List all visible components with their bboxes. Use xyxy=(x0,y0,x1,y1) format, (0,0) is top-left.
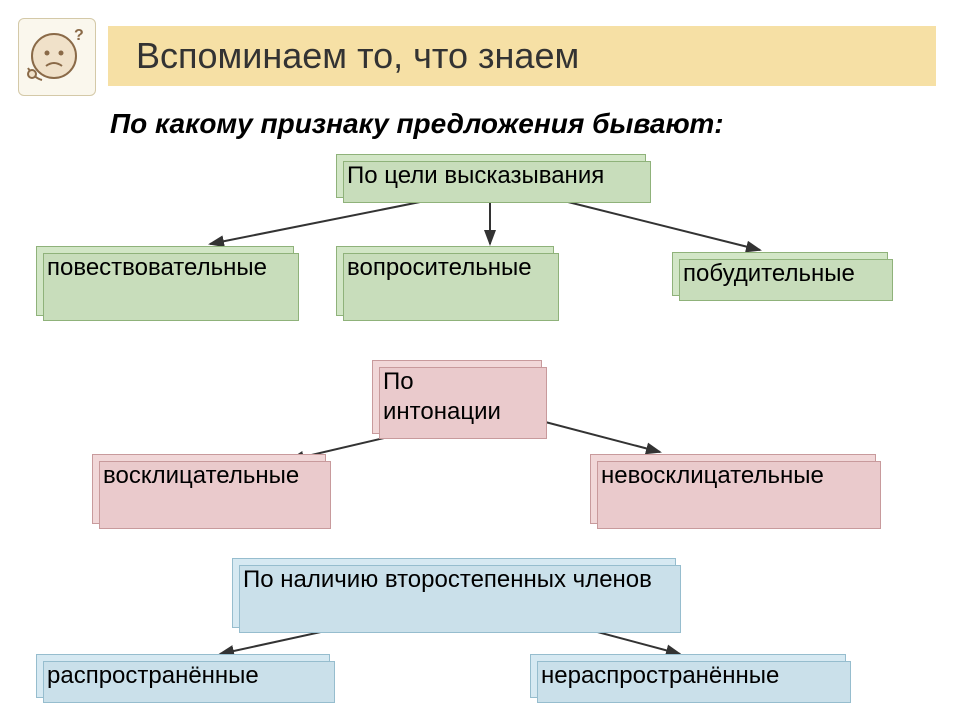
arrow-2 xyxy=(560,200,760,250)
node-b_a: распространённые xyxy=(36,654,330,698)
node-g_b: вопросительные xyxy=(336,246,554,316)
node-label: повествовательные xyxy=(47,254,267,281)
title-bar: Вспоминаем то, что знаем xyxy=(108,26,936,86)
arrow-5 xyxy=(220,630,330,654)
node-label: нераспространённые xyxy=(541,662,779,689)
arrow-6 xyxy=(590,630,680,654)
subtitle: По какому признаку предложения бывают: xyxy=(110,108,724,140)
node-p_root: По интонации xyxy=(372,360,542,434)
thinking-svg: ? xyxy=(26,26,88,88)
node-b_root: По наличию второстепенных членов xyxy=(232,558,676,628)
thinking-icon: ? xyxy=(18,18,96,96)
node-b_b: нераспространённые xyxy=(530,654,846,698)
node-p_a: восклицательные xyxy=(92,454,326,524)
svg-text:?: ? xyxy=(74,27,84,44)
node-label: По наличию второстепенных членов xyxy=(243,566,652,593)
subtitle-text: По какому признаку предложения бывают: xyxy=(110,108,724,139)
arrow-0 xyxy=(210,200,430,244)
node-label: вопросительные xyxy=(347,254,532,281)
node-g_c: побудительные xyxy=(672,252,888,296)
title-text: Вспоминаем то, что знаем xyxy=(136,35,579,77)
node-label: По цели высказывания xyxy=(347,162,604,189)
node-label: невосклицательные xyxy=(601,462,824,489)
node-g_a: повествовательные xyxy=(36,246,294,316)
node-label: распространённые xyxy=(47,662,259,689)
node-g_root: По цели высказывания xyxy=(336,154,646,198)
node-label: побудительные xyxy=(683,260,855,287)
arrow-4 xyxy=(530,418,660,452)
node-label: восклицательные xyxy=(103,462,299,489)
node-p_b: невосклицательные xyxy=(590,454,876,524)
